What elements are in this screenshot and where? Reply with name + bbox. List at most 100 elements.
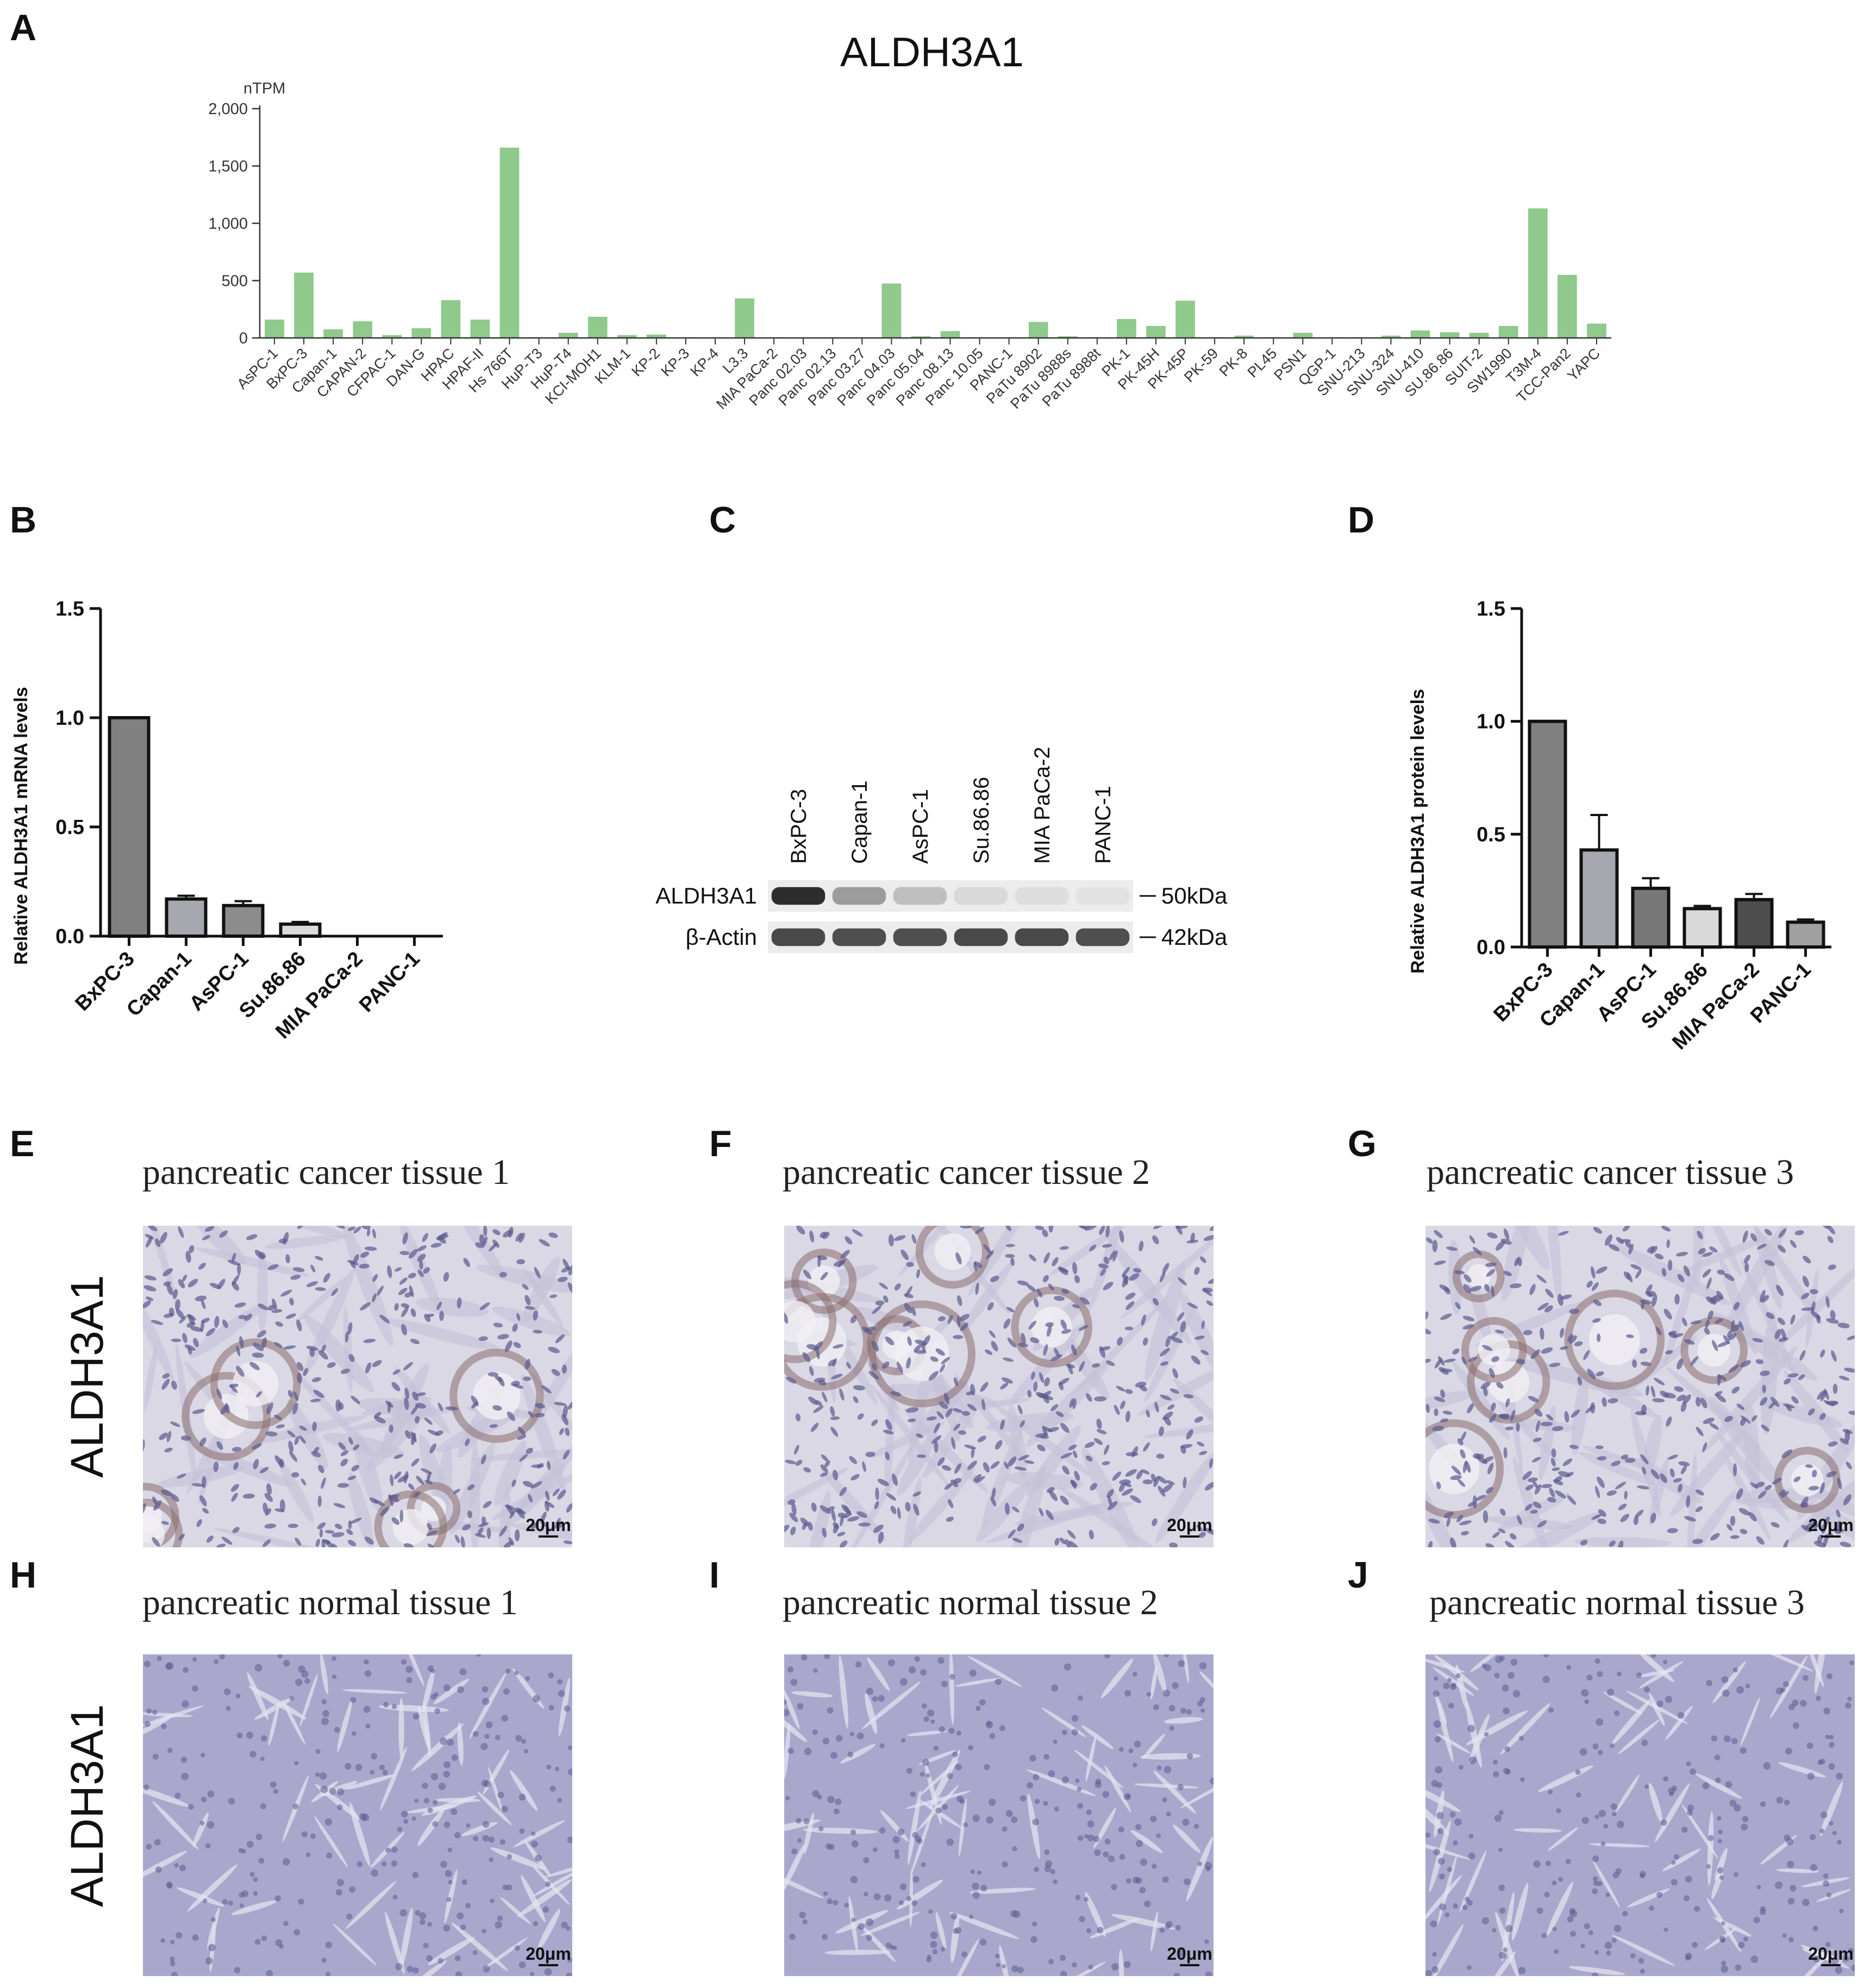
ihc-nucleus — [382, 1770, 389, 1776]
ihc-gland-lumen — [143, 1516, 165, 1547]
ihc-nucleus — [1166, 1480, 1175, 1485]
ihc-nucleus — [883, 1295, 889, 1303]
chart-a-bar — [558, 333, 578, 338]
ihc-acinar-border — [1425, 1875, 1462, 1924]
ihc-nucleus — [408, 1272, 416, 1279]
ihc-nucleus — [1084, 1897, 1089, 1902]
ihc-nucleus — [1663, 1776, 1669, 1782]
ihc-nucleus — [497, 1915, 503, 1922]
ihc-nucleus — [991, 1487, 996, 1499]
ihc-gland-lumen — [1588, 1314, 1640, 1365]
ihc-nucleus — [1505, 1398, 1510, 1408]
ihc-nucleus — [434, 1708, 441, 1714]
ihc-nucleus — [795, 1413, 801, 1422]
ihc-acinar-border — [1662, 1848, 1701, 1872]
ihc-nucleus — [1730, 1324, 1741, 1332]
ihc-nucleus — [1597, 1333, 1601, 1343]
ihc-nucleus — [892, 1836, 900, 1843]
ihc-stroma-fiber — [395, 1366, 451, 1434]
ihc-nucleus — [791, 1503, 797, 1515]
ihc-nucleus — [166, 1881, 173, 1888]
ihc-nucleus — [1523, 1330, 1533, 1335]
ihc-nucleus — [346, 1529, 353, 1535]
ihc-nucleus — [1778, 1337, 1788, 1342]
ihc-nucleus — [279, 1499, 285, 1513]
ihc-nucleus — [1845, 1702, 1852, 1709]
ihc-nucleus — [1598, 1749, 1603, 1755]
ihc-nucleus — [1042, 1229, 1048, 1237]
ihc-nucleus — [1499, 1508, 1506, 1516]
ihc-nucleus — [841, 1504, 849, 1513]
ihc-nucleus — [1740, 1418, 1746, 1426]
ihc-nucleus — [495, 1735, 501, 1740]
ihc-nucleus — [930, 1356, 939, 1362]
ihc-nucleus — [1005, 1502, 1010, 1515]
ihc-nucleus — [930, 1719, 935, 1724]
ihc-nucleus — [310, 1399, 321, 1402]
ihc-nucleus — [514, 1945, 521, 1951]
ihc-acinar-border — [1665, 1705, 1693, 1740]
ihc-nucleus — [915, 1339, 927, 1346]
ihc-nucleus — [318, 1350, 328, 1360]
ihc-nucleus — [856, 1511, 868, 1518]
ihc-nucleus — [986, 1721, 992, 1726]
ihc-nucleus — [922, 1759, 929, 1766]
ihc-stroma-fiber — [356, 1397, 437, 1417]
ihc-acinar-border — [1638, 1661, 1684, 1689]
ihc-nucleus — [152, 1537, 160, 1547]
ihc-nucleus — [1792, 1722, 1800, 1729]
ihc-nucleus — [1800, 1496, 1809, 1507]
blot-band — [954, 928, 1008, 946]
ihc-nucleus — [1707, 1310, 1713, 1320]
ihc-nucleus — [1705, 1319, 1710, 1328]
ihc-nucleus — [465, 1903, 471, 1909]
ihc-nucleus — [1574, 1341, 1583, 1346]
ihc-stroma-fiber — [470, 1448, 572, 1461]
chart-a-bar — [294, 272, 314, 338]
ihc-nucleus — [1489, 1414, 1497, 1423]
ihc-nucleus — [370, 1770, 375, 1775]
ihc-nucleus — [372, 1360, 382, 1368]
blot-band — [1075, 887, 1130, 905]
ihc-nucleus — [1059, 1954, 1066, 1961]
ihc-nucleus — [530, 1481, 542, 1489]
ihc-nucleus — [1528, 1396, 1539, 1402]
ihc-nucleus — [1534, 1484, 1542, 1495]
ihc-nucleus — [794, 1445, 799, 1455]
ihc-nucleus — [292, 1803, 299, 1810]
ihc-nucleus — [1078, 1325, 1089, 1331]
ihc-stroma-fiber — [521, 1438, 572, 1507]
ihc-acinar-border — [510, 1770, 538, 1811]
ihc-nucleus — [1500, 1238, 1512, 1245]
ihc-nucleus — [824, 1654, 830, 1659]
ihc-nucleus — [1483, 1510, 1488, 1523]
ihc-nucleus — [968, 1745, 974, 1751]
ihc-nucleus — [948, 1499, 954, 1508]
ihc-nucleus — [533, 1921, 539, 1927]
ihc-nucleus — [492, 1229, 501, 1236]
ihc-nucleus — [299, 1435, 306, 1444]
ihc-nucleus — [331, 1288, 339, 1296]
ihc-nucleus — [478, 1336, 488, 1341]
ihc-nucleus — [207, 1821, 215, 1829]
ihc-nucleus — [353, 1444, 360, 1451]
ihc-nucleus — [810, 1422, 819, 1432]
ihc-nucleus — [290, 1275, 301, 1280]
ihc-nucleus — [256, 1391, 262, 1398]
ihc-nucleus — [216, 1441, 223, 1450]
ihc-acinar-border — [906, 1730, 948, 1736]
ihc-nucleus — [1499, 1907, 1506, 1914]
ihc-stroma-fiber — [986, 1412, 1074, 1432]
ihc-nucleus — [908, 1666, 916, 1674]
ihc-nucleus — [1536, 1907, 1543, 1914]
ihc-nucleus — [1760, 1370, 1770, 1376]
ihc-nucleus — [1534, 1409, 1543, 1417]
ihc-acinar-border — [860, 1924, 896, 1962]
ihc-nucleus — [1008, 1456, 1017, 1467]
ihc-nucleus — [969, 1669, 977, 1677]
ihc-nucleus — [823, 1891, 828, 1896]
ihc-acinar-border — [784, 1723, 791, 1778]
ihc-nucleus — [1596, 1718, 1604, 1726]
ihc-nucleus — [1700, 1397, 1707, 1409]
ihc-nucleus — [1438, 1356, 1445, 1366]
